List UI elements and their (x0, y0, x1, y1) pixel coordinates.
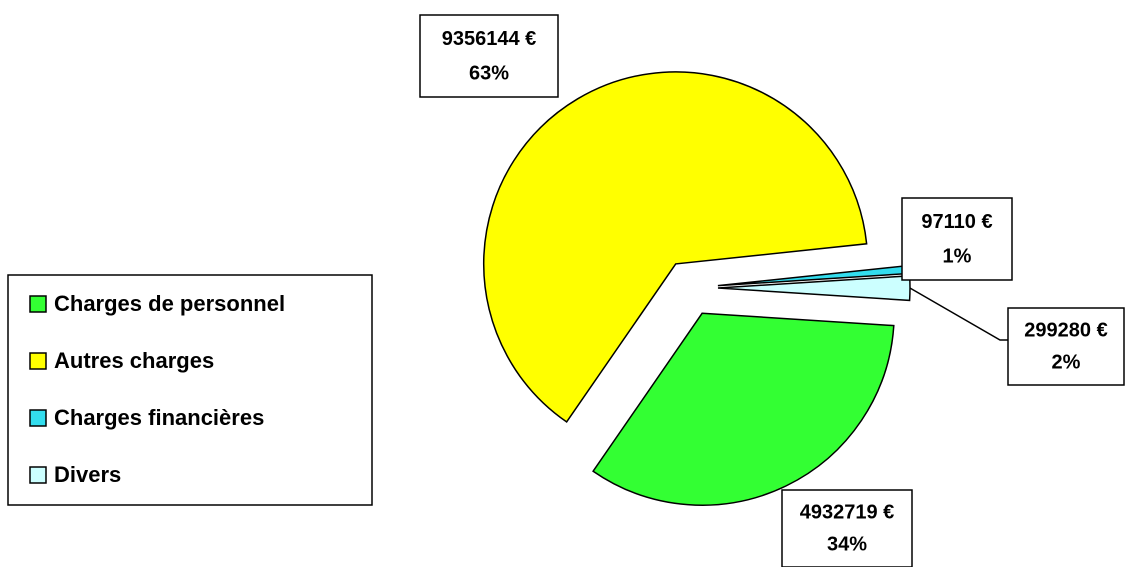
pie-slice (592, 312, 895, 506)
leader-line (902, 283, 1008, 341)
legend-swatch (29, 295, 47, 313)
data-label-box (901, 197, 1013, 281)
legend-swatch (29, 352, 47, 370)
data-label: 63% (469, 62, 509, 84)
data-label-box (781, 489, 913, 568)
pie-slice (482, 71, 868, 423)
legend-swatch (29, 466, 47, 484)
legend-label: Charges de personnel (54, 291, 285, 316)
data-label: 4932719 € (800, 501, 895, 523)
data-label: 2% (1052, 352, 1081, 374)
data-label-box (1007, 307, 1125, 386)
data-label: 1% (943, 245, 972, 267)
legend-swatch (29, 409, 47, 427)
legend-label: Divers (54, 462, 121, 487)
legend-label: Autres charges (54, 348, 214, 373)
legend-label: Charges financières (54, 405, 264, 430)
data-label: 97110 € (921, 211, 992, 233)
data-label: 299280 € (1024, 319, 1107, 341)
data-label-box (419, 14, 559, 98)
data-label: 34% (827, 534, 867, 556)
data-label: 9356144 € (442, 28, 537, 50)
legend-box (7, 274, 373, 506)
